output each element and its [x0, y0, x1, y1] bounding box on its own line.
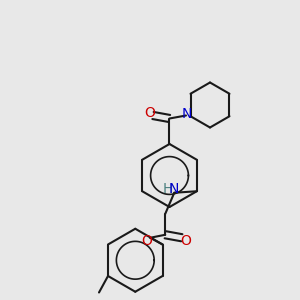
Text: N: N	[182, 107, 192, 121]
Text: N: N	[169, 182, 179, 196]
Text: O: O	[141, 234, 152, 248]
Text: O: O	[144, 106, 155, 120]
Text: H: H	[163, 182, 173, 196]
Text: O: O	[180, 234, 191, 248]
